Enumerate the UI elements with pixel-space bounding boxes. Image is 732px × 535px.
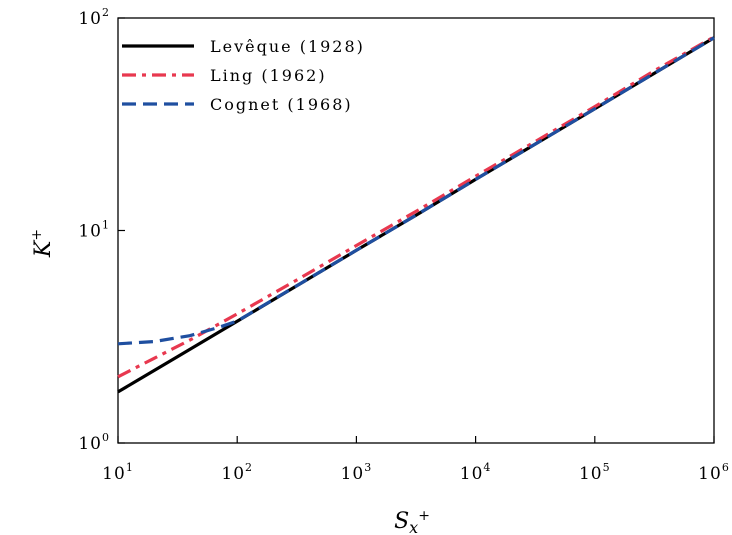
x-tick-label: 104 [460,461,492,484]
x-axis-label: Sx+ [394,508,430,535]
legend-label: Levêque (1928) [210,37,365,56]
legend-label: Ling (1962) [210,66,327,85]
series-line-1 [117,36,715,394]
series-line-2 [117,35,715,379]
series-layer [117,35,715,394]
plot-frame [117,17,715,444]
y-axis-label: K+ [29,229,56,258]
x-tick-label: 102 [221,461,253,484]
x-tick-label: 103 [341,461,373,484]
y-tick-label: 100 [78,431,110,454]
x-axis-ticks: 101 102 103 104 105 106 [102,436,730,484]
series-line-3 [117,36,715,346]
legend: Levêque (1928) Ling (1962) Cognet (1968) [122,37,365,114]
x-tick-label: 106 [698,461,730,484]
x-tick-label: 105 [579,461,611,484]
y-axis-ticks: 100 101 102 [78,6,125,454]
y-tick-label: 101 [78,219,110,242]
legend-label: Cognet (1968) [210,95,353,114]
y-tick-label: 102 [78,6,110,29]
x-tick-label: 101 [102,461,134,484]
